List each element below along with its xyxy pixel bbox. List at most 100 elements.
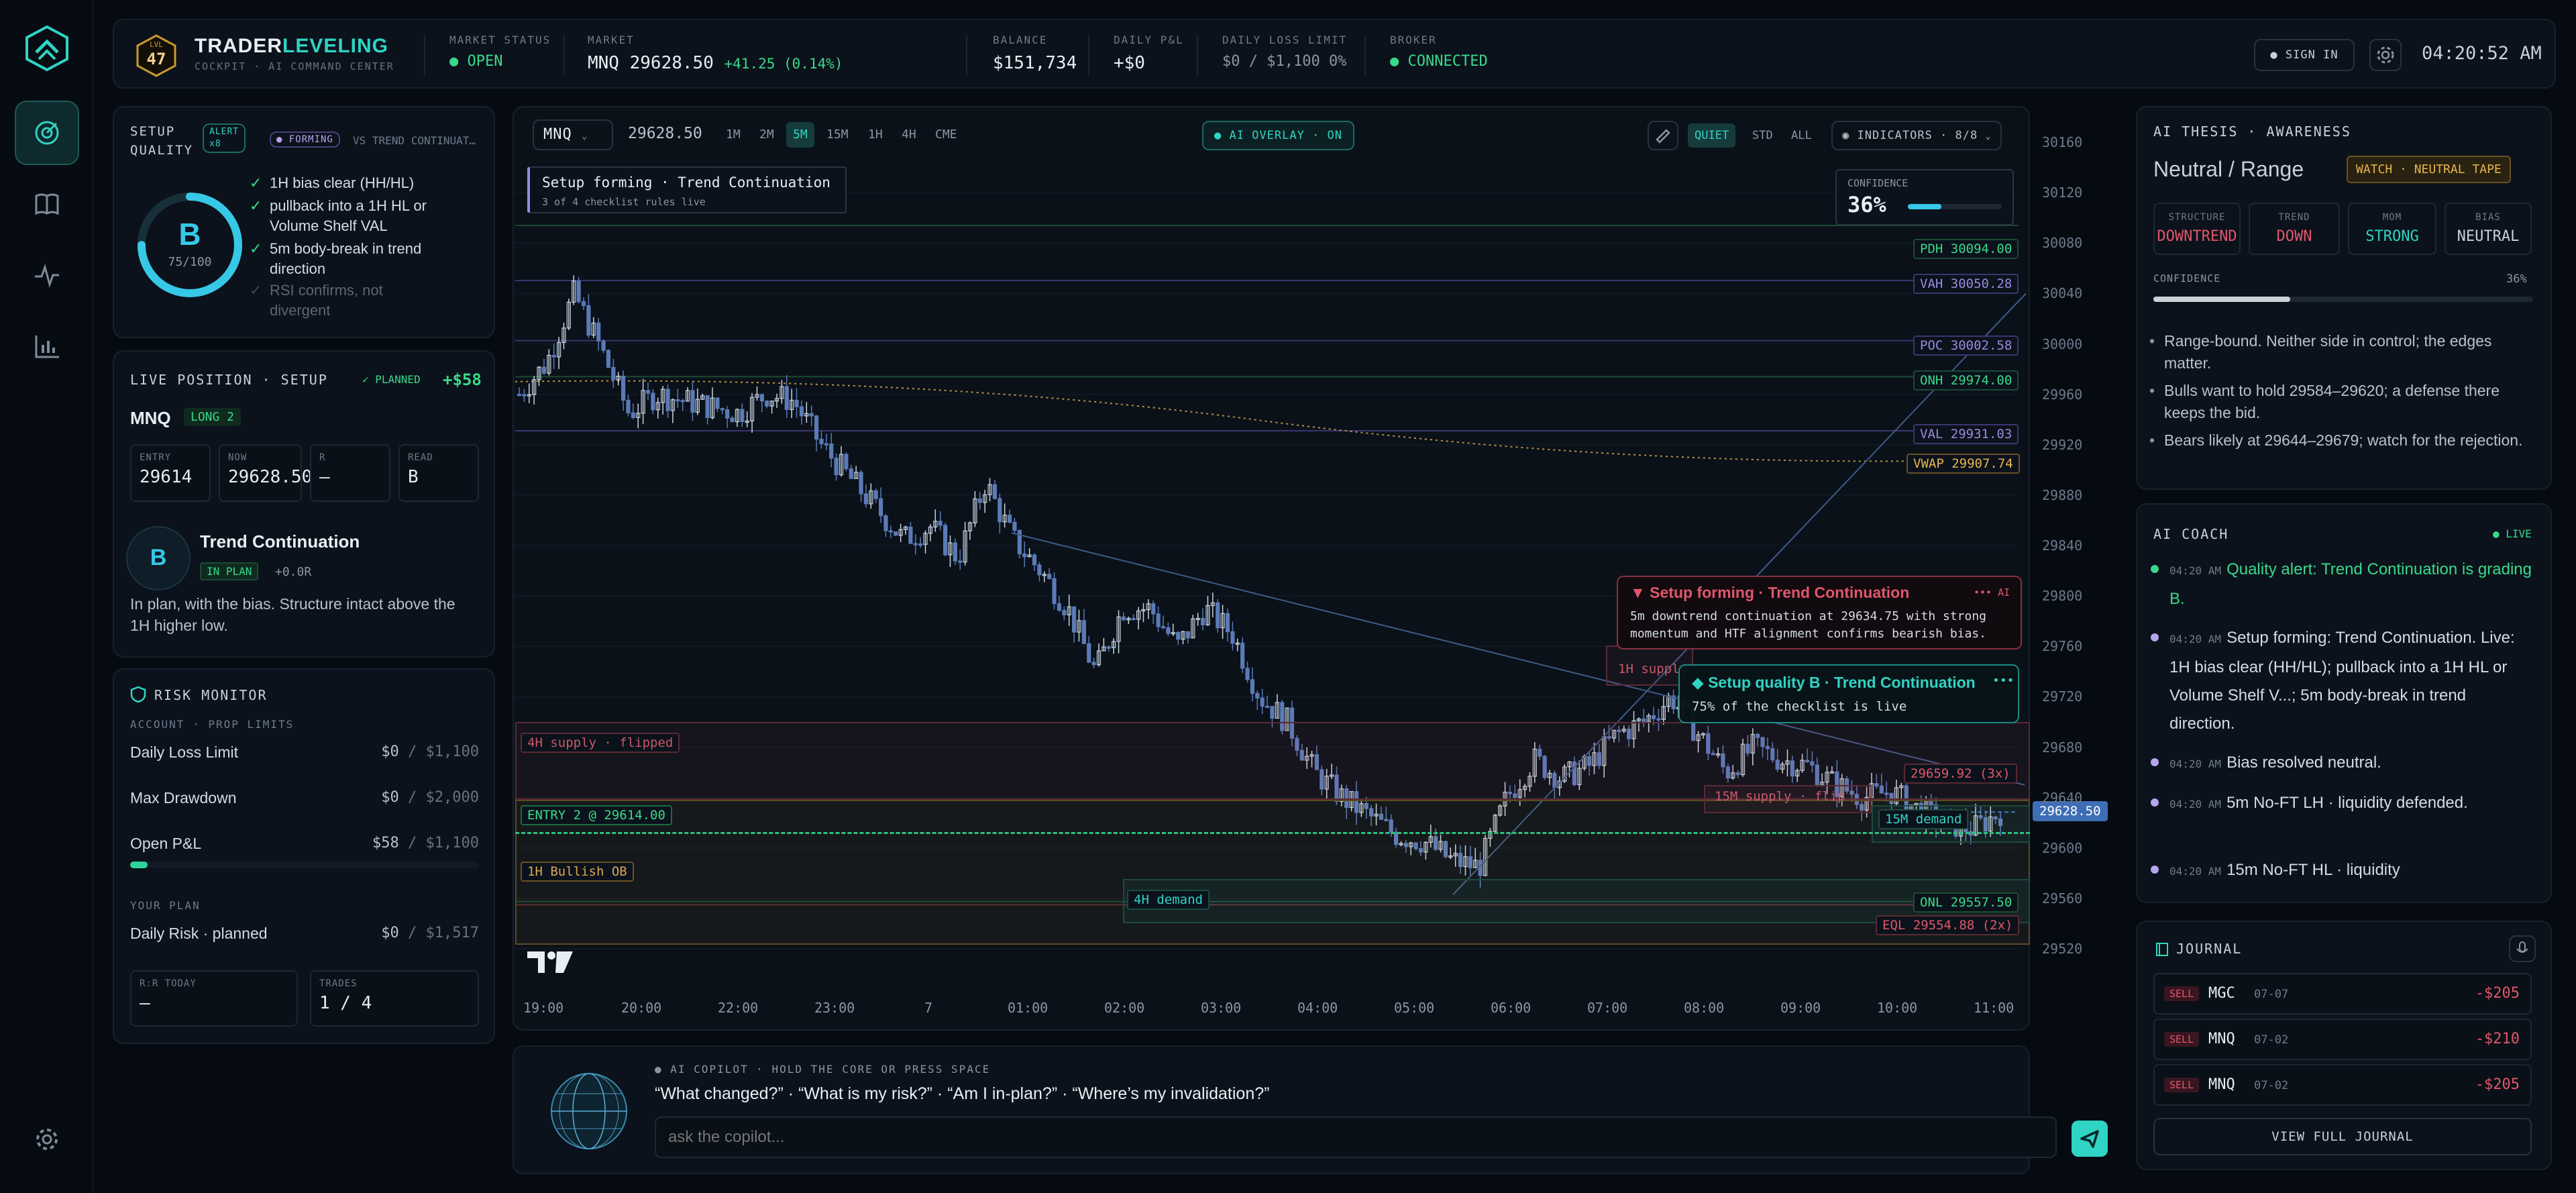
- mode-std[interactable]: STD: [1752, 129, 1773, 142]
- copilot-globe-icon[interactable]: [542, 1064, 636, 1158]
- candle: [1711, 749, 1715, 756]
- mode-all[interactable]: ALL: [1791, 129, 1812, 142]
- candle: [522, 388, 527, 403]
- copilot-input[interactable]: [655, 1117, 2057, 1158]
- ai-overlay-label: AI OVERLAY · ON: [1229, 129, 1343, 142]
- candle: [1062, 606, 1067, 621]
- candle: [1844, 776, 1849, 794]
- level-val[interactable]: VAL 29931.03: [1913, 424, 2019, 444]
- rr-today: R:R TODAY —: [130, 970, 298, 1027]
- zone-label-1h-supply: 1H supply: [1618, 662, 1687, 676]
- level-onh[interactable]: ONH 29974.00: [1913, 370, 2019, 391]
- candle: [1339, 784, 1344, 807]
- level-vwap[interactable]: VWAP 29907.74: [1907, 454, 2020, 474]
- draw-tool-icon[interactable]: [1648, 121, 1678, 150]
- candle: [1324, 768, 1329, 799]
- tf-1m[interactable]: 1M: [726, 127, 741, 142]
- coach-dot: [2151, 798, 2159, 807]
- nav-journal-book-icon[interactable]: [15, 172, 79, 236]
- candle: [903, 525, 908, 535]
- ai-bearish-card[interactable]: ▼ Setup forming · Trend Continuation •••…: [1617, 576, 2022, 650]
- copilot-suggestions[interactable]: “What changed?” · “What is my risk?” · “…: [655, 1084, 1270, 1103]
- entry-line-label[interactable]: ENTRY 2 @ 29614.00: [521, 805, 672, 825]
- nav-settings-gear-icon[interactable]: [15, 1107, 79, 1172]
- tf-cme[interactable]: CME: [935, 127, 957, 142]
- alert-badge[interactable]: ALERT x8: [203, 123, 246, 153]
- checklist-item: ✓ 5m body-break in trend direction: [250, 239, 478, 279]
- more-dots-icon[interactable]: •••: [1992, 674, 2015, 688]
- daily-loss-limit-value: $0 / $1,100 0%: [1222, 53, 1347, 70]
- candle: [710, 387, 715, 420]
- tf-5m[interactable]: 5M: [786, 122, 814, 148]
- ai-overlay-toggle[interactable]: ● AI OVERLAY · ON: [1202, 121, 1355, 150]
- journal-row[interactable]: SELL MNQ 07-02 -$205: [2153, 1064, 2532, 1106]
- level-pdh[interactable]: PDH 30094.00: [1913, 239, 2019, 259]
- x-tick-label: 22:00: [718, 1000, 759, 1016]
- candle: [1131, 614, 1136, 621]
- symbol-selector[interactable]: MNQ ⌄: [533, 119, 613, 150]
- level-eql[interactable]: EQL 29554.88 (2x): [1876, 915, 2020, 935]
- coach-live-label: LIVE: [2506, 527, 2532, 540]
- zone-1h-bullish-ob: [515, 800, 2030, 945]
- candle: [1220, 605, 1225, 639]
- tf-1h[interactable]: 1H: [868, 127, 883, 142]
- candle: [1577, 760, 1582, 790]
- header-settings-gear-icon[interactable]: [2369, 39, 2402, 71]
- tf-2m[interactable]: 2M: [759, 127, 774, 142]
- indicators-label: INDICATORS · 8/8: [1857, 129, 1978, 142]
- candle: [1309, 751, 1314, 768]
- candle: [517, 387, 522, 397]
- level-number: 47: [146, 50, 166, 68]
- journal-row[interactable]: SELL MGC 07-07 -$205: [2153, 973, 2532, 1015]
- candle: [1800, 754, 1805, 773]
- cell-key: TRADES: [319, 978, 358, 989]
- level-vah[interactable]: VAH 30050.28: [1913, 274, 2019, 294]
- eye-icon: ◉: [1842, 129, 1850, 142]
- y-tick-label: 29960: [2042, 386, 2083, 403]
- candle: [923, 530, 928, 554]
- risk-row-value: $0 / $1,517: [381, 925, 479, 941]
- candle: [1359, 800, 1364, 817]
- app-logo-icon[interactable]: [23, 24, 71, 72]
- candle: [745, 411, 749, 427]
- candle: [1592, 742, 1597, 774]
- risk-row-label: Open P&L: [130, 835, 202, 852]
- mode-quiet[interactable]: QUIET: [1688, 123, 1736, 148]
- candle: [1275, 694, 1279, 719]
- candle: [1022, 541, 1027, 568]
- forming-label: FORMING: [288, 134, 333, 145]
- nav-cockpit-icon[interactable]: [15, 101, 79, 165]
- nav-activity-icon[interactable]: [15, 243, 79, 307]
- indicators-button[interactable]: ◉ INDICATORS · 8/8 ⌄: [1831, 121, 2002, 150]
- candle: [1453, 844, 1458, 867]
- view-full-journal-button[interactable]: VIEW FULL JOURNAL: [2153, 1118, 2532, 1155]
- candle: [1216, 599, 1220, 633]
- send-button[interactable]: [2072, 1121, 2108, 1157]
- coach-time: 04:20 AM: [2169, 758, 2222, 770]
- sign-in-button[interactable]: ● SIGN IN: [2254, 39, 2355, 71]
- mic-icon[interactable]: [2509, 935, 2536, 962]
- setup-forming-title: Setup forming · Trend Continuation: [542, 174, 830, 191]
- nav-analytics-bar-icon[interactable]: [15, 314, 79, 378]
- tf-15m[interactable]: 15M: [826, 127, 849, 142]
- level-onl[interactable]: ONL 29557.50: [1913, 892, 2019, 913]
- ai-quality-card[interactable]: ◆ Setup quality B · Trend Continuation •…: [1678, 664, 2019, 723]
- coach-time: 04:20 AM: [2169, 564, 2222, 577]
- level-poc[interactable]: POC 30002.58: [1913, 335, 2019, 356]
- price-chart[interactable]: [515, 161, 2027, 1020]
- bearish-trendline[interactable]: [1011, 532, 2025, 786]
- vwap-line: [515, 380, 1911, 462]
- candle: [1379, 807, 1384, 820]
- setup-forming-card[interactable]: Setup forming · Trend Continuation 3 of …: [527, 166, 847, 213]
- candle: [1656, 709, 1661, 731]
- candle: [621, 370, 626, 411]
- position-pnl: +$58: [443, 370, 482, 389]
- balance-label: BALANCE: [993, 34, 1048, 46]
- journal-book-icon: [2155, 942, 2169, 960]
- last-price-label: 29628.50: [2033, 801, 2108, 821]
- candle: [1884, 781, 1889, 802]
- candle: [1295, 735, 1299, 757]
- tf-4h[interactable]: 4H: [902, 127, 916, 142]
- level-eq-high[interactable]: 29659.92 (3x): [1904, 764, 2017, 784]
- journal-row[interactable]: SELL MNQ 07-02 -$210: [2153, 1019, 2532, 1060]
